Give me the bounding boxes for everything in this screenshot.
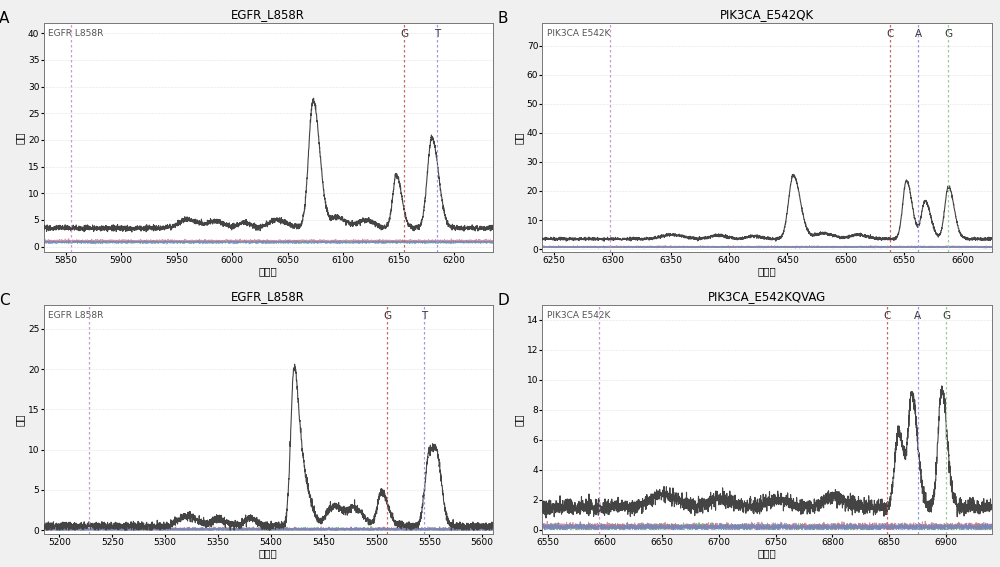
Text: C: C xyxy=(886,29,894,39)
Text: C: C xyxy=(883,311,891,321)
Text: C: C xyxy=(0,293,9,308)
Text: D: D xyxy=(497,293,509,308)
Title: EGFR_L858R: EGFR_L858R xyxy=(231,290,305,303)
Text: T: T xyxy=(434,29,440,39)
Text: T: T xyxy=(421,311,427,321)
Text: G: G xyxy=(944,29,953,39)
Text: PIK3CA E542K: PIK3CA E542K xyxy=(547,311,610,320)
X-axis label: 分子量: 分子量 xyxy=(259,549,278,558)
Text: A: A xyxy=(0,11,9,26)
Text: A: A xyxy=(915,29,922,39)
Text: G: G xyxy=(400,29,408,39)
Y-axis label: 强度: 强度 xyxy=(15,413,25,426)
X-axis label: 分子量: 分子量 xyxy=(758,549,776,558)
Y-axis label: 强度: 强度 xyxy=(514,413,524,426)
X-axis label: 分子量: 分子量 xyxy=(758,266,776,277)
Text: G: G xyxy=(942,311,950,321)
X-axis label: 分子量: 分子量 xyxy=(259,266,278,277)
Text: EGFR L858R: EGFR L858R xyxy=(48,29,103,38)
Text: A: A xyxy=(914,311,921,321)
Title: PIK3CA_E542KQVAG: PIK3CA_E542KQVAG xyxy=(708,290,826,303)
Y-axis label: 强度: 强度 xyxy=(15,131,25,143)
Y-axis label: 强度: 强度 xyxy=(514,131,524,143)
Text: EGFR L858R: EGFR L858R xyxy=(48,311,103,320)
Title: PIK3CA_E542QK: PIK3CA_E542QK xyxy=(720,9,814,22)
Text: B: B xyxy=(497,11,508,26)
Title: EGFR_L858R: EGFR_L858R xyxy=(231,9,305,22)
Text: G: G xyxy=(383,311,391,321)
Text: PIK3CA E542K: PIK3CA E542K xyxy=(547,29,610,39)
